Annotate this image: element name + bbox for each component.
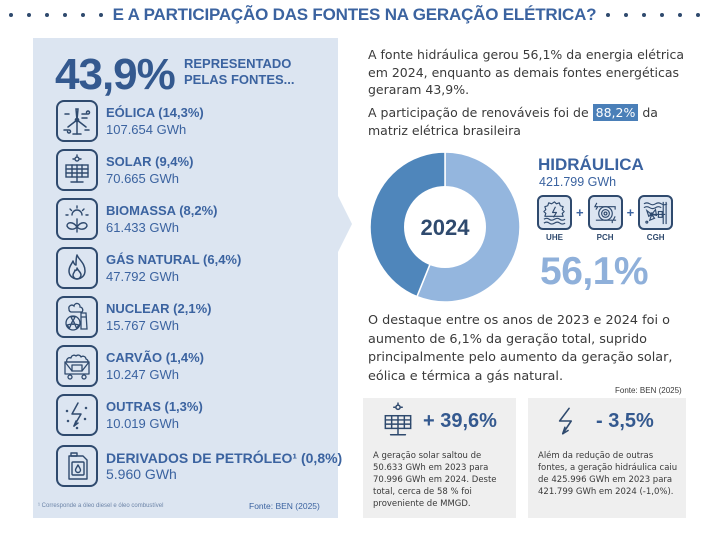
hydro-plant-icon [537,195,572,230]
source-value: 5.960 GWh [106,465,177,482]
turbine-gear-icon [587,195,623,230]
paragraph-hydro-share: A fonte hidráulica gerou 56,1% da energi… [368,47,685,97]
source-value: 61.433 GWh [106,219,179,235]
lightning-icon [558,407,573,435]
hydro-type-cgh: CGH [638,195,674,242]
plus-sign: + [576,205,584,220]
solar-growth-text: A geração solar saltou de 50.633 GWh em … [373,451,497,509]
source-item-biomassa: BIOMASSA (8,2%) 61.433 GWh [56,198,217,240]
source-name: NUCLEAR (2,1%) [106,300,212,316]
source-value: 10.247 GWh [106,366,179,382]
hydro-type-label: PCH [596,233,614,242]
donut-chart: 2024 [370,152,520,302]
oil-canister-icon [56,445,98,487]
hydro-type-label: CGH [646,233,665,242]
decorative-dots-left [8,13,103,17]
source-name: SOLAR (9,4%) [106,153,194,169]
hydro-value: 421.799 GWh [539,175,617,189]
paragraph-highlight-2023-2024: O destaque entre os anos de 2023 e 2024 … [368,313,673,384]
source-item-carvao: CARVÃO (1,4%) 10.247 GWh [56,345,204,387]
source-item-nuclear: NUCLEAR (2,1%) 15.767 GWh [56,296,211,338]
solar-growth-percent: + 39,6% [423,409,497,432]
renewables-highlight: 88,2% [592,104,639,121]
source-item-outras: OUTRAS (1,3%) 10.019 GWh [56,394,203,436]
header-title: E A PARTICIPAÇÃO DAS FONTES NA GERAÇÃO E… [112,5,597,24]
source-value: 70.665 GWh [106,170,179,186]
hydro-type-pch: PCH [587,195,623,242]
footnote: ¹ Corresponde a óleo diesel e óleo combu… [38,503,164,509]
pointer-arrow [338,196,352,252]
source-name: CARVÃO (1,4%) [106,349,205,365]
plus-sign: + [626,205,635,220]
biomass-plant-icon [56,198,98,240]
hydro-types: UHE + PCH + CGH [537,195,674,242]
solar-panel-icon [384,402,412,436]
card-header: - 3,5% [552,402,654,440]
other-sources-panel: 43,9% REPRESENTADO PELAS FONTES... EÓLIC… [33,38,342,518]
hydro-percent: 56,1% [540,250,649,293]
wind-turbine-icon [56,100,98,142]
donut-center-label: 2024 [421,215,471,240]
card-header: + 39,6% [381,402,497,440]
renewables-text-after: da matriz elétrica brasileira [368,105,658,138]
source-item-eolica: EÓLICA (14,3%) 107.654 GWh [56,100,204,142]
other-sources-percent: 43,9% [55,50,176,99]
coal-cart-icon [56,345,98,387]
nuclear-plant-icon [56,296,98,338]
hydro-decline-percent: - 3,5% [596,409,654,432]
lightning-icon [56,394,98,436]
solar-panel-icon [56,149,98,191]
source-citation: Fonte: BEN (2025) [615,386,682,395]
hydro-decline-card: - 3,5% Além da redução de outras fontes,… [528,398,686,518]
source-citation: Fonte: BEN (2025) [249,501,320,511]
source-name: OUTRAS (1,3%) [106,398,203,414]
section-header: E A PARTICIPAÇÃO DAS FONTES NA GERAÇÃO E… [0,2,709,28]
hydro-title: HIDRÁULICA [538,155,644,174]
decorative-dots-right [606,13,701,17]
source-value: 10.019 GWh [106,415,179,431]
source-value: 47.792 GWh [106,268,179,284]
hydro-type-uhe: UHE [537,195,572,242]
source-item-gas-natural: GÁS NATURAL (6,4%) 47.792 GWh [56,247,241,289]
donut-hole [404,186,486,268]
renewables-text-before: A participação de renováveis foi de [368,105,593,120]
other-sources-subtitle: REPRESENTADO PELAS FONTES... [184,56,295,87]
solar-growth-card: + 39,6% A geração solar saltou de 50.633… [363,398,516,518]
source-item-derivados-petroleo: DERIVADOS DE PETRÓLEO¹ (0,8%) 5.960 GWh [56,445,342,487]
hydro-type-label: UHE [546,233,563,242]
flame-icon [56,247,98,289]
hydro-decline-text: Além da redução de outras fontes, a gera… [538,451,678,497]
source-name: BIOMASSA (8,2%) [106,202,218,218]
source-name: EÓLICA (14,3%) [106,104,204,120]
source-value: 107.654 GWh [106,121,187,137]
source-item-solar: SOLAR (9,4%) 70.665 GWh [56,149,193,191]
water-turbine-icon [638,195,674,230]
paragraph-renewables: A participação de renováveis foi de 88,2… [368,104,698,139]
source-name: DERIVADOS DE PETRÓLEO¹ (0,8%) [106,449,343,466]
source-value: 15.767 GWh [106,317,179,333]
source-name: GÁS NATURAL (6,4%) [106,251,242,267]
